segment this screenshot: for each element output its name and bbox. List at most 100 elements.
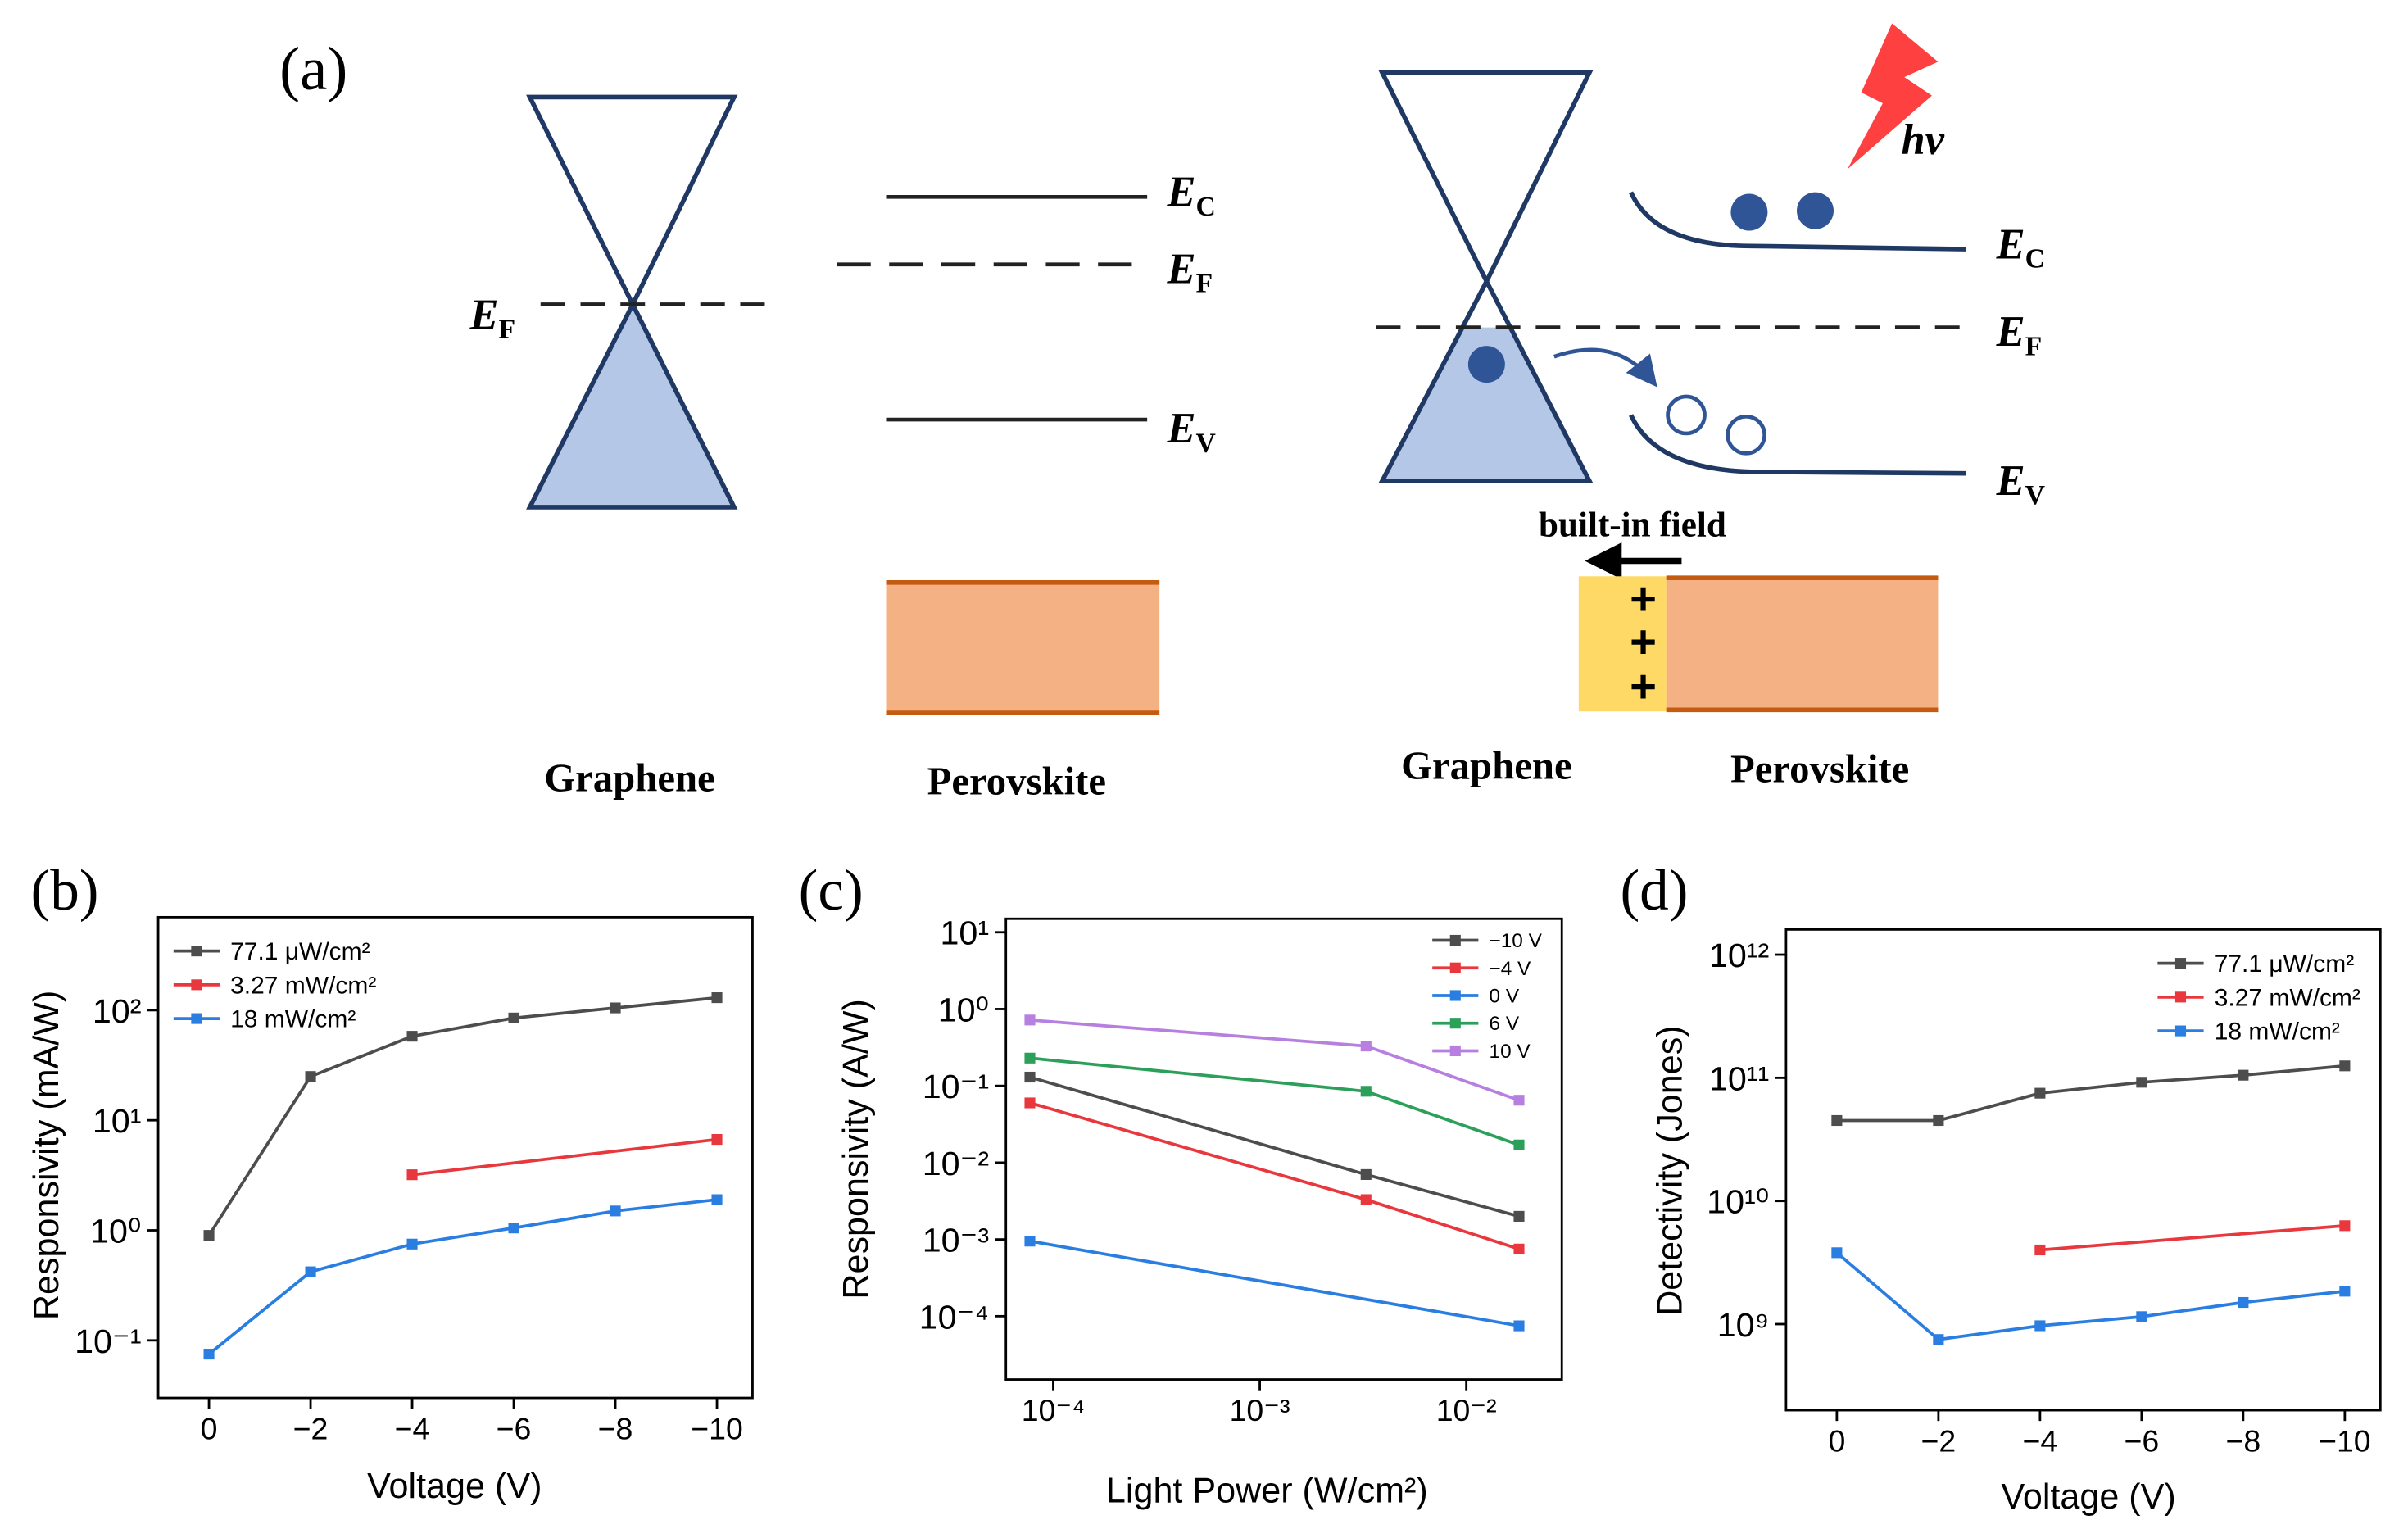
data-point: [1513, 1095, 1525, 1106]
series-line: [1835, 1251, 2346, 1341]
data-point: [1360, 1041, 1372, 1052]
charge: +: [1630, 573, 1657, 624]
data-point: [711, 1194, 723, 1205]
diagram: (a) EF EC EF EV Graphene Perovskite hv E…: [279, 23, 2045, 803]
y-tick-label: 10¹: [941, 914, 990, 952]
data-point: [406, 1238, 418, 1250]
data-point: [2034, 1244, 2046, 1256]
y-tick-label: 10¹²: [1709, 937, 1769, 974]
data-point: [2034, 1087, 2046, 1099]
legend-label: −10 V: [1490, 930, 1543, 952]
y-tick-label: 10⁻¹: [75, 1322, 141, 1360]
dirac-cone-upper: [526, 94, 738, 310]
series-line: [2039, 1223, 2346, 1252]
legend-marker: [2174, 958, 2187, 969]
legend-label: 6 V: [1490, 1013, 1520, 1035]
series-line: [1029, 1056, 1520, 1147]
legend-marker: [191, 946, 202, 957]
legend-label: −4 V: [1490, 958, 1532, 980]
legend-marker: [2174, 1025, 2187, 1037]
data-point: [203, 1230, 215, 1241]
filled-states: [1381, 327, 1589, 482]
x-tick-label: −8: [2225, 1424, 2261, 1459]
data-point: [203, 1349, 215, 1360]
data-point: [1024, 1071, 1036, 1083]
legend-marker: [191, 1013, 202, 1024]
charts: 0 −2 −4 −6 −8 −10 10⁻¹ 10⁰ 10¹ 10² (b) Voltage (V) R…: [27, 859, 2382, 1517]
data-point: [2034, 1320, 2046, 1332]
charge: +: [1630, 616, 1657, 668]
electron: [1467, 346, 1505, 383]
series-line: [207, 1198, 718, 1356]
charge: +: [1630, 660, 1657, 712]
legend-marker: [1449, 934, 1461, 946]
dirac-cone-lower: [1378, 276, 1594, 483]
electron: [1730, 193, 1768, 231]
data-point: [2136, 1311, 2147, 1322]
data-point: [305, 1071, 316, 1082]
data-point: [1513, 1243, 1525, 1254]
series-line: [1029, 1075, 1520, 1218]
plot-frame: [1004, 917, 1563, 1381]
y-tick-label: 10⁹: [1717, 1306, 1770, 1344]
legend-label: 18 mW/cm²: [2215, 1019, 2340, 1046]
material-label: Perovskite: [1730, 746, 1909, 791]
x-tick-label: −4: [2023, 1424, 2058, 1459]
data-point: [1360, 1168, 1372, 1180]
y-tick-label: 10²: [93, 992, 142, 1030]
y-tick-label: 10⁰: [90, 1213, 141, 1250]
legend-marker: [1449, 1018, 1461, 1029]
level-label: EC: [1996, 220, 2045, 274]
data-point: [1024, 1052, 1036, 1064]
level-label: EF: [1167, 245, 1213, 298]
x-axis-title: Voltage (V): [2001, 1477, 2175, 1517]
panel-label: (d): [1620, 859, 1688, 923]
x-tick-label: −2: [1921, 1424, 1957, 1459]
data-point: [1831, 1114, 1843, 1127]
x-tick-label: −6: [2125, 1424, 2160, 1459]
x-tick-label: −8: [598, 1412, 633, 1446]
data-point: [610, 1002, 621, 1014]
panel-label: (c): [799, 859, 864, 923]
plot-frame: [1784, 928, 2382, 1412]
legend-marker: [1449, 962, 1461, 973]
legend-label: 77.1 μW/cm²: [2215, 950, 2354, 978]
x-tick-label: −4: [395, 1412, 430, 1446]
material-label: Graphene: [1401, 744, 1571, 788]
data-point: [1024, 1097, 1036, 1109]
panel-label: (a): [279, 35, 347, 103]
legend-marker: [191, 979, 202, 991]
legend-label: 3.27 mW/cm²: [2215, 984, 2360, 1011]
legend-label: 10 V: [1490, 1041, 1531, 1063]
field-label: built-in field: [1539, 506, 1726, 545]
data-point: [508, 1223, 519, 1234]
level-label: EF: [1996, 308, 2043, 361]
plot-frame: [156, 915, 754, 1400]
lightning: [1847, 23, 1939, 170]
x-axis-title: Voltage (V): [367, 1467, 542, 1506]
data-point: [711, 992, 723, 1004]
data-point: [1513, 1139, 1525, 1150]
x-tick-label: −10: [2319, 1424, 2371, 1459]
data-point: [508, 1012, 519, 1023]
conduction-band: [1629, 191, 1966, 252]
series-line: [1029, 1239, 1520, 1327]
electron: [1797, 192, 1834, 229]
depletion-region: [1578, 576, 1667, 712]
data-point: [1933, 1114, 1944, 1127]
x-tick-label: −6: [497, 1412, 532, 1446]
level-label: EC: [1167, 169, 1216, 222]
data-point: [1513, 1210, 1525, 1222]
data-point: [1933, 1334, 1944, 1345]
y-axis-title: Detectivity (Jones): [1650, 1025, 1689, 1316]
series-line: [411, 1137, 718, 1177]
hole: [1726, 414, 1766, 456]
data-point: [406, 1169, 418, 1181]
dirac-cone-upper: [1378, 70, 1594, 287]
level-label: EV: [1996, 457, 2045, 510]
y-tick-label: 10¹¹: [1709, 1059, 1769, 1097]
data-point: [1024, 1236, 1036, 1247]
y-tick-label: 10⁻²: [923, 1145, 989, 1182]
data-point: [2238, 1069, 2249, 1081]
x-tick-label: 10⁻³: [1230, 1393, 1290, 1427]
